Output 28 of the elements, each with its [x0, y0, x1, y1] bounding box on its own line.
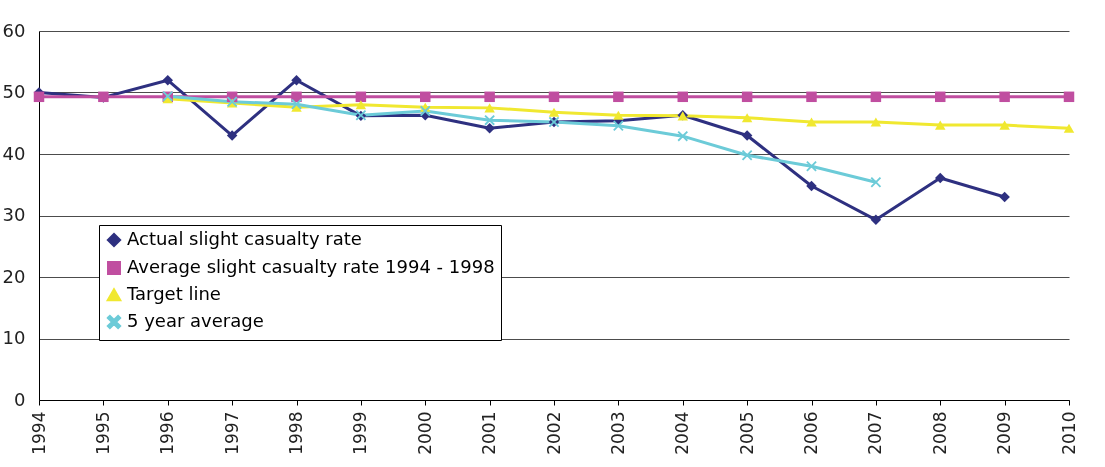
y-tick-label: 60 — [2, 19, 26, 41]
x-tick-label: 2010 — [1058, 411, 1079, 455]
x-tick-label: 1995 — [92, 411, 113, 455]
x-tick-label: 2003 — [607, 411, 628, 455]
x-tick-label: 2007 — [865, 411, 886, 455]
legend-label: Average slight casualty rate 1994 - 1998 — [127, 256, 495, 277]
x-tick-label: 2001 — [479, 411, 500, 455]
x-tick-label: 2008 — [929, 411, 950, 455]
x-tick-label: 2004 — [672, 411, 693, 455]
x-tick-label: 1998 — [286, 411, 306, 455]
legend-label: Target line — [126, 283, 221, 304]
legend-label: Actual slight casualty rate — [127, 228, 362, 249]
legend-label: 5 year average — [127, 310, 264, 331]
y-tick-label: 40 — [2, 142, 26, 164]
x-tick-label: 1997 — [221, 411, 242, 455]
x-tick-label: 2002 — [543, 411, 564, 455]
x-tick-label: 2006 — [801, 411, 821, 455]
x-tick-label: 1994 — [28, 411, 49, 455]
y-tick-label: 0 — [14, 388, 26, 410]
x-tick-label: 2009 — [994, 411, 1015, 455]
x-tick-label: 1996 — [157, 411, 178, 455]
y-tick-label: 10 — [2, 327, 26, 348]
x-tick-label: 2005 — [736, 411, 757, 455]
y-tick-label: 20 — [2, 265, 26, 287]
y-tick-label: 30 — [2, 204, 26, 225]
x-tick-label: 1999 — [350, 411, 371, 455]
x-tick-label: 2000 — [414, 411, 435, 455]
y-tick-label: 50 — [2, 81, 26, 102]
